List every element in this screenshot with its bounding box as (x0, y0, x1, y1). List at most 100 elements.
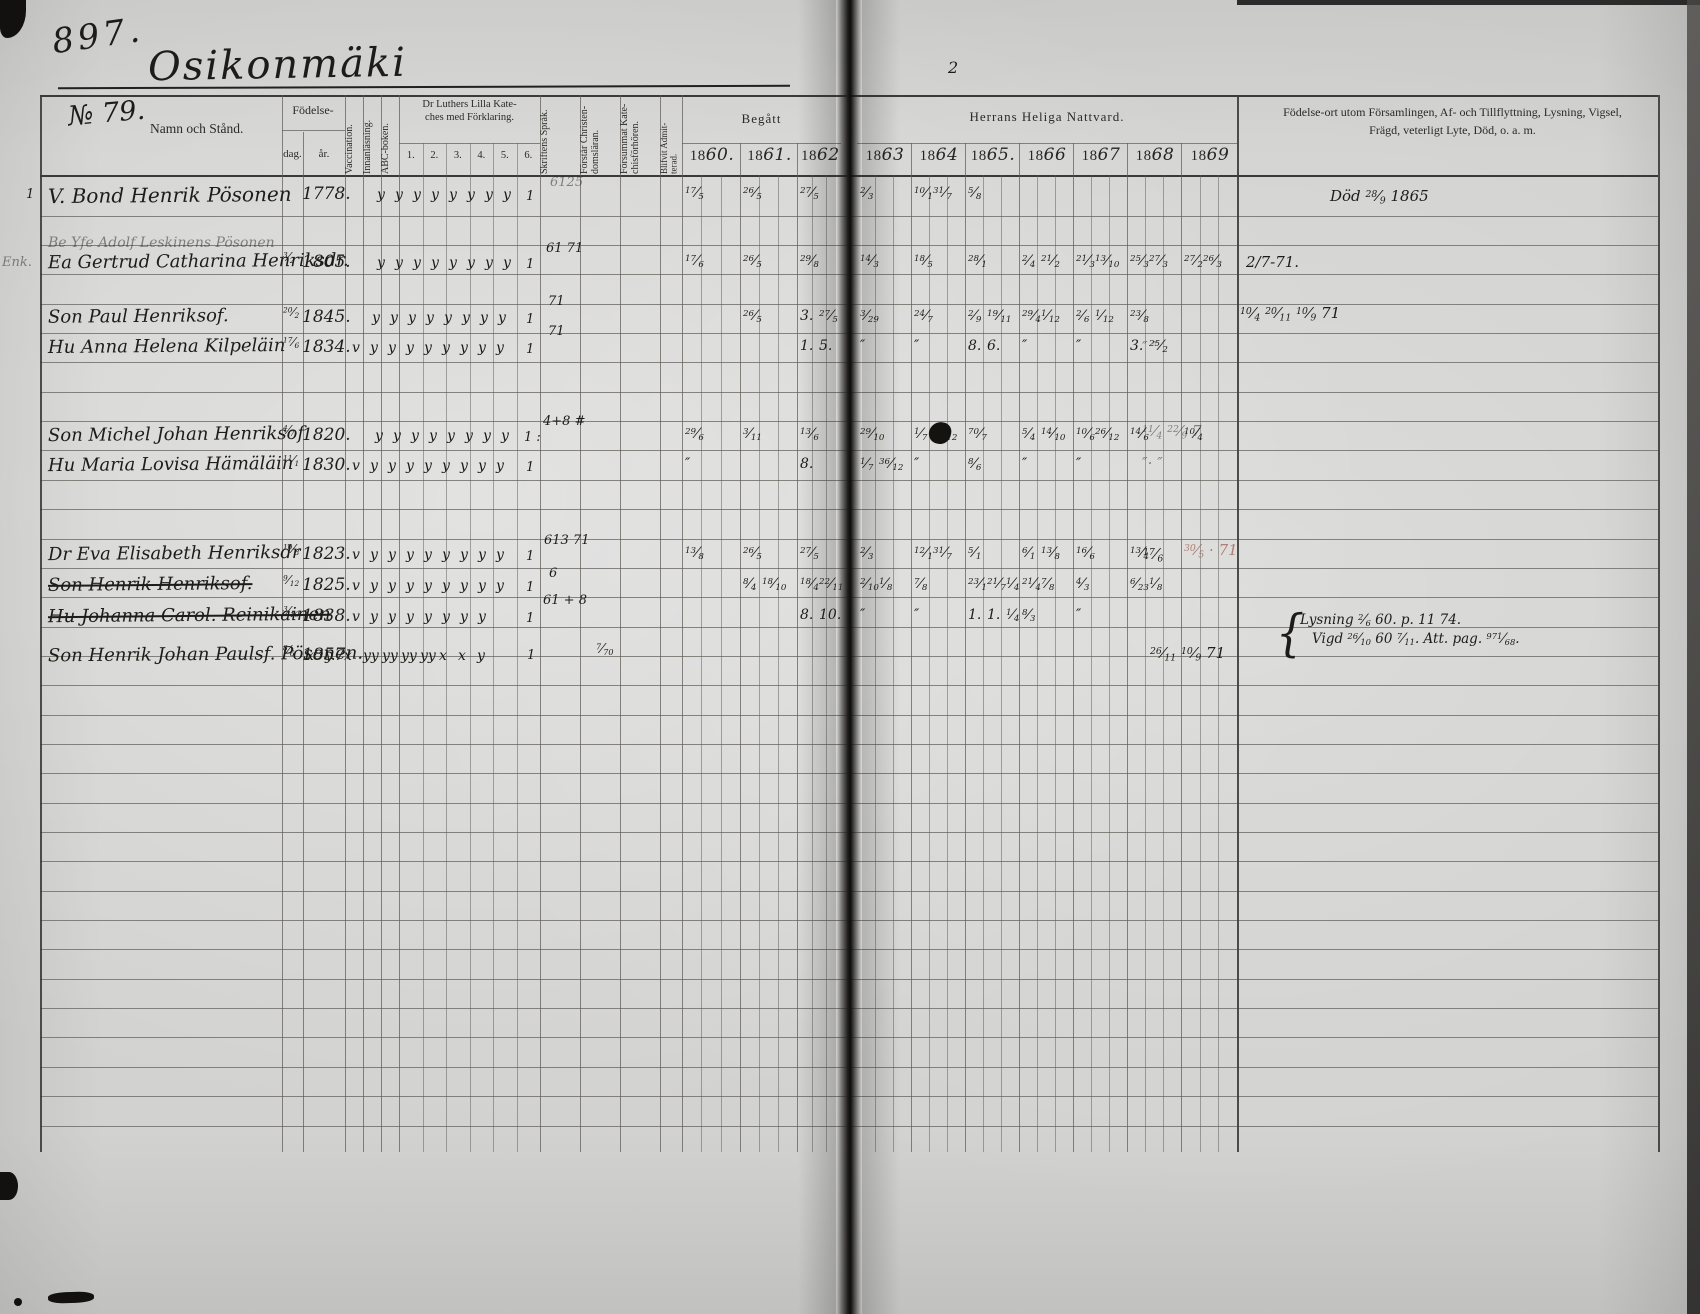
catechism-mark: y (465, 428, 473, 444)
table-row-person-1-name: V. Bond Henrik Pösonen (47, 181, 292, 209)
catechism-mark: y (370, 340, 378, 356)
catechism-mark: y (406, 578, 414, 594)
catechism-mark: y (460, 609, 468, 625)
communion-date-1867: 10⁄6 (1076, 426, 1095, 444)
year-header-1869: 1869 (1190, 145, 1230, 165)
communion-date-1866: 2⁄4 (1022, 253, 1036, 271)
communion-date-1866: ″ (1022, 456, 1028, 472)
table-row-person-5-name: Son Michel Johan Henriksof (47, 422, 305, 447)
communion-date-1861: 3⁄11 (743, 426, 762, 444)
catechism-mark: y (501, 428, 509, 444)
communion-date-1864: 24⁄7 (914, 308, 933, 326)
communion-date-1860: 13⁄8 (685, 545, 704, 563)
catechism-mark: y (388, 458, 396, 474)
table-horizontal-line (857, 143, 1237, 144)
year-header-1866: 1866 (1027, 145, 1067, 165)
catechism-mark: y (431, 255, 439, 271)
communion-date-1863: 29⁄10 (860, 426, 884, 443)
catechism-mark: y (424, 609, 432, 625)
column-header-begatt: Begått (741, 111, 782, 126)
scan-mark-bottom-left-blob (0, 1172, 18, 1200)
table-vertical-line (911, 143, 912, 1152)
table-row-person-4-birth-day: 17⁄6 (283, 335, 300, 350)
communion-date-1863: 2⁄10 (860, 576, 879, 593)
catechism-mark: y (370, 609, 378, 625)
table-vertical-line (422, 143, 424, 1152)
catechism-mark: y (395, 187, 403, 203)
communion-date-1868: 23⁄8 (1130, 308, 1149, 326)
page-number: 897. (49, 9, 147, 63)
table-vertical-line (620, 95, 621, 1152)
column-header-notes-line2: Frägd, veterligt Lyte, Död, o. a. m. (1369, 123, 1536, 137)
scan-edge-corner-top-left (0, 0, 26, 38)
communion-date-1865: 2⁄9 (968, 308, 982, 326)
book-fold-shadow-right (862, 0, 900, 1314)
communion-date-1869: 10⁄4 (1184, 426, 1203, 444)
table-vertical-line (399, 95, 400, 1152)
table-vertical-line (1037, 175, 1038, 1152)
catechism-number: 5. (500, 150, 509, 161)
column-note-mark: 6 (549, 566, 558, 581)
year-header-1867: 1867 (1081, 145, 1121, 165)
communion-date-1862: 5. (819, 338, 832, 354)
page-mark: 2 (948, 58, 959, 77)
table-vertical-line (797, 143, 798, 1152)
column-header-abc-book: ABC-boken. (381, 123, 391, 174)
scan-mark-bottom-dash (47, 1291, 95, 1304)
table-vertical-line (682, 95, 683, 1152)
communion-date-1864: ″ (914, 338, 920, 354)
table-row-person-2-birth-day: 3⁄2 (283, 250, 295, 265)
catechism-mark: y (370, 547, 378, 563)
column-note-mark: 1 : (524, 430, 541, 445)
catechism-number: 3. (453, 150, 462, 161)
communion-date-1862: 18⁄4 (800, 576, 819, 593)
communion-date-1868: 3. (1130, 338, 1144, 354)
catechism-mark: y (406, 609, 414, 625)
table-vertical-line (1073, 143, 1074, 1152)
margin-mark: 1 (26, 187, 35, 202)
communion-date-1864: 10⁄1 (914, 185, 933, 203)
table-vertical-line (1109, 175, 1110, 1152)
communion-date-1863: 2⁄3 (860, 545, 873, 562)
catechism-mark: y (460, 340, 468, 356)
communion-date-1862: 1. (800, 338, 813, 354)
communion-date-1864: 1⁄7 (914, 426, 928, 444)
communion-date-1866: ″ (1022, 338, 1028, 354)
communion-date-1862: 27⁄5 (800, 545, 819, 562)
catechism-mark: y (413, 255, 421, 271)
vigsel-note: Vigd 26⁄10 60 7⁄11. Att. pag. 971⁄68. (1312, 631, 1520, 648)
catechism-mark: y (431, 187, 439, 203)
table-vertical-line (660, 95, 661, 1152)
table-vertical-line (345, 95, 346, 1152)
table-row-person-6-name: Hu Maria Lovisa Hämäläin (47, 452, 294, 477)
communion-date-1865: 28⁄1 (968, 253, 987, 271)
column-header-admitted: Blifvit Admit-terad. (660, 122, 679, 174)
communion-date-1864: ″ (914, 456, 920, 472)
communion-date-1869: 26⁄3 (1203, 253, 1222, 271)
catechism-number: 4. (477, 150, 486, 161)
catechism-number: 6. (524, 150, 533, 161)
catechism-mark: y (424, 340, 432, 356)
year-header-1860: 1860. (689, 145, 735, 165)
table-row-person-10-birth-year: 1857 (302, 645, 346, 665)
column-note-mark: 6125 (550, 175, 584, 190)
communion-date-1865: 5⁄1 (968, 545, 982, 563)
communion-date-1863: 1⁄7 (860, 456, 873, 473)
communion-date-1864: 31⁄7 (933, 185, 952, 203)
table-row-person-9-birth-year: 1838. (302, 606, 351, 626)
communion-date-1865: 5⁄8 (968, 185, 982, 203)
column-note-mark: 71 (548, 294, 565, 309)
table-vertical-line (516, 143, 518, 1152)
communion-date-1866: 6⁄1 (1022, 545, 1036, 563)
table-row-person-7-birth-year: 1823. (302, 544, 351, 564)
catechism-mark: y (426, 310, 434, 326)
communion-date-1860: 17⁄5 (685, 185, 704, 203)
catechism-number: 1. (406, 150, 415, 161)
catechism-mark: y (498, 310, 506, 326)
column-note-mark: 1 (526, 549, 535, 564)
table-vertical-line (983, 175, 984, 1152)
communion-date-1865: 1⁄4 (1006, 607, 1020, 625)
catechism-mark: y (442, 578, 450, 594)
catechism-mark: y (460, 578, 468, 594)
